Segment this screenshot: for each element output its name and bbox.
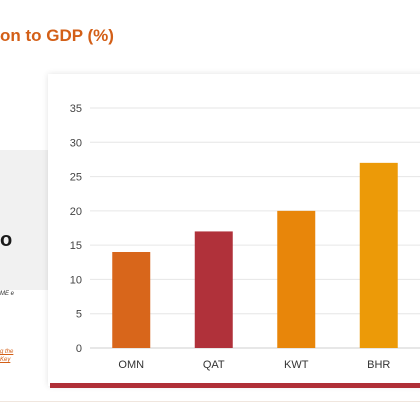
bar-omn [112,252,151,348]
y-tick-label: 15 [70,240,82,252]
bar-chart: 0 5 10 15 20 25 30 35 OMN QAT KWT BHR [70,103,420,371]
page-divider [0,401,420,402]
bar-bhr [359,162,398,348]
y-tick-label: 0 [76,343,82,355]
y-tick-label: 35 [70,103,82,115]
x-tick-label: KWT [284,359,309,371]
bar-qat [194,231,233,348]
y-tick-label: 20 [70,206,82,218]
x-tick-label: QAT [203,359,225,371]
side-stat-value: o [0,229,13,251]
chart-footer-bar [50,383,420,388]
side-link[interactable]: g the Key [0,349,14,363]
side-stat-panel [0,150,50,290]
chart-card: 0 5 10 15 20 25 30 35 OMN QAT KWT BHR [48,74,420,386]
bar-kwt [277,210,316,348]
side-note: ME e [0,291,15,297]
x-tick-label: OMN [118,359,144,371]
y-tick-label: 30 [70,137,82,149]
y-tick-label: 10 [70,274,82,286]
y-tick-label: 25 [70,172,82,184]
y-tick-label: 5 [76,309,82,321]
page-title: on to GDP (%) [0,26,114,45]
x-tick-label: BHR [367,359,390,371]
